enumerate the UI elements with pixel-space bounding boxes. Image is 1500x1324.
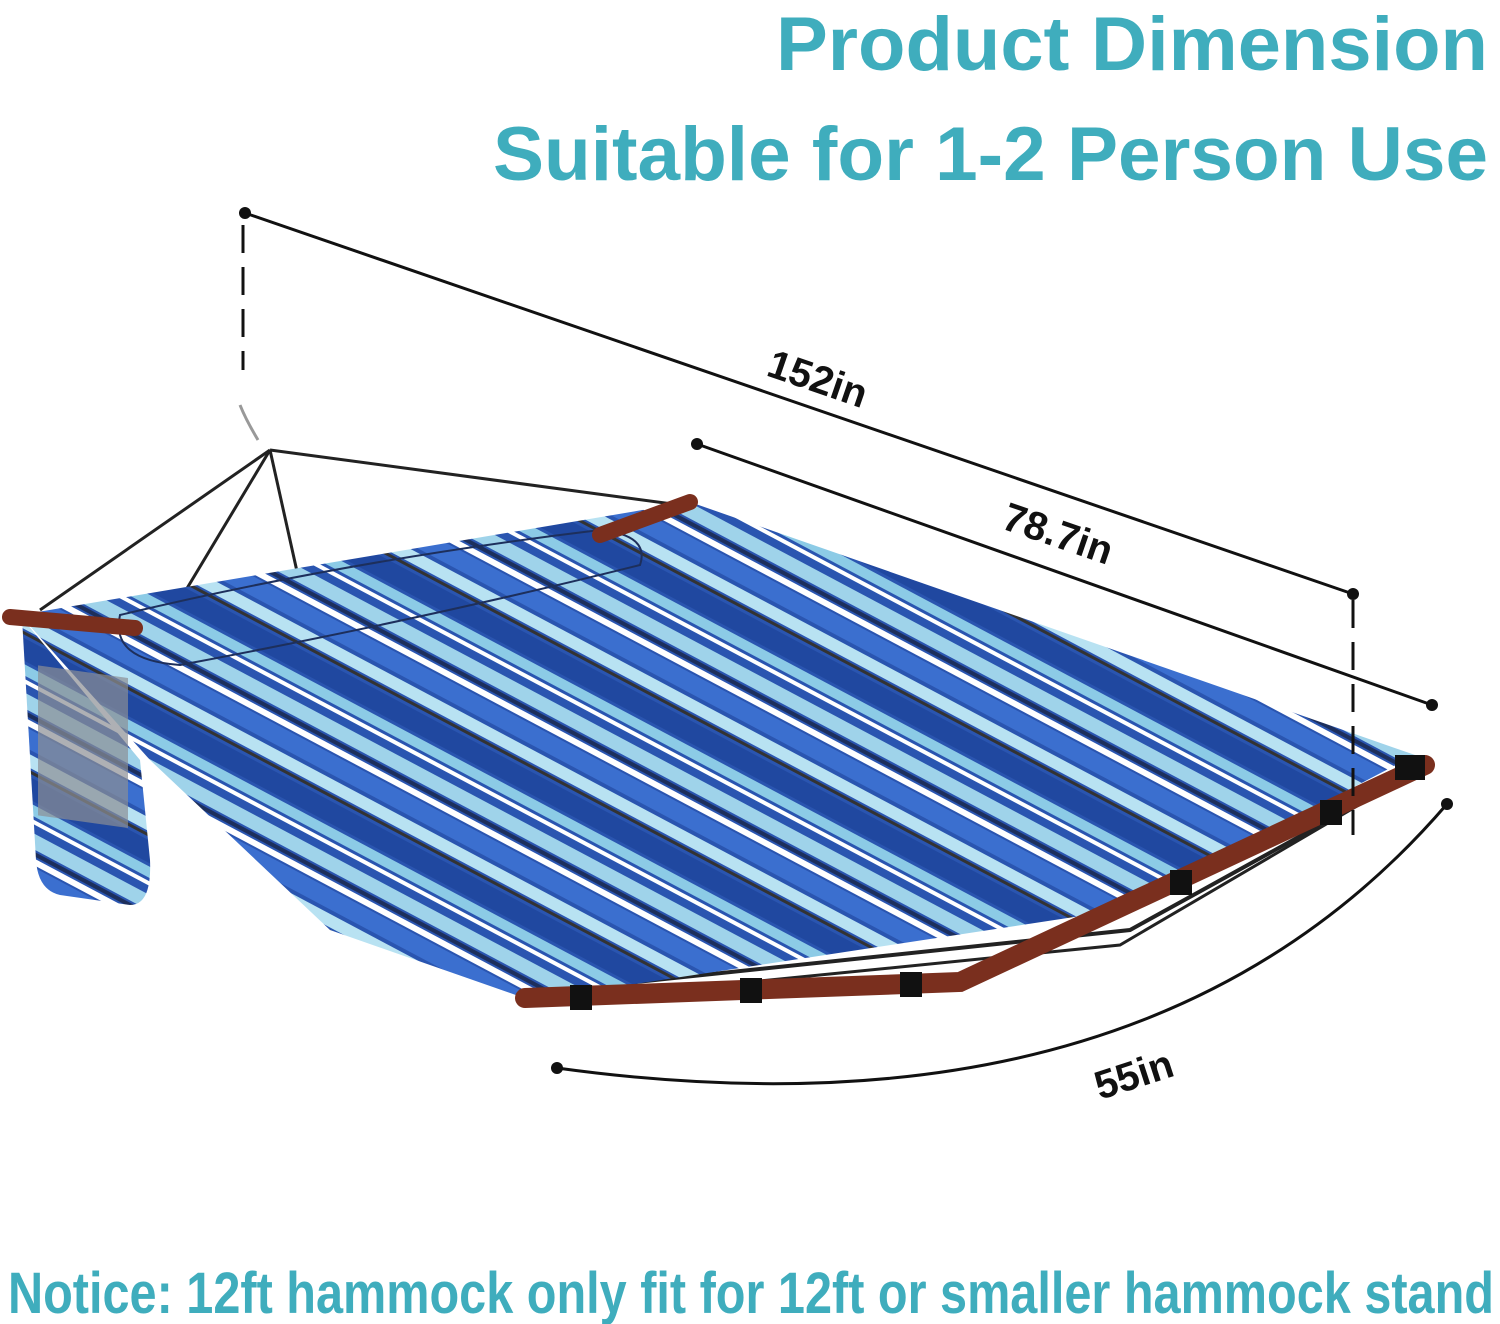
dimension-lines: [241, 211, 1449, 1086]
dimension-endpoints: [239, 207, 1453, 1074]
width-label: 55in: [1089, 1042, 1179, 1109]
hammock-bed: [20, 502, 1415, 1000]
spreader-bars: [2, 494, 1435, 1010]
subtitle: Suitable for 1-2 Person Use: [493, 112, 1488, 197]
mesh-pocket: [38, 665, 128, 828]
title: Product Dimension: [776, 2, 1488, 87]
notice-text: Notice: 12ft hammock only fit for 12ft o…: [8, 1261, 1494, 1324]
total-length-label: 152in: [762, 342, 873, 417]
pillow: [117, 528, 643, 667]
